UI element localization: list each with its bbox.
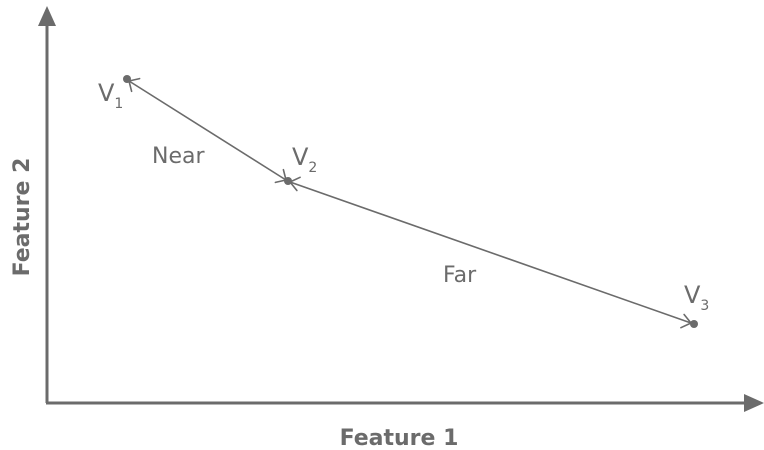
x-axis-title: Feature 1 [340, 426, 459, 450]
link-far-line [289, 181, 692, 324]
point-v2: V2 [284, 143, 317, 185]
link-near-label: Near [152, 144, 205, 169]
y-axis [38, 6, 56, 403]
point-v2-dot [284, 177, 292, 185]
point-v3-dot [690, 320, 698, 328]
link-far-label: Far [443, 263, 477, 288]
link-near-line [128, 80, 287, 181]
point-v1: V1 [98, 75, 131, 112]
link-far: Far [289, 176, 692, 329]
point-v1-label: V1 [98, 79, 123, 112]
link-near: Near [128, 77, 287, 184]
point-v3-letter: V [684, 281, 701, 309]
point-v3-subscript: 3 [700, 298, 709, 314]
y-axis-arrowhead [38, 6, 56, 26]
point-v1-letter: V [98, 79, 115, 107]
x-axis [46, 394, 764, 412]
point-v3: V3 [684, 281, 709, 328]
point-v2-subscript: 2 [308, 160, 317, 176]
x-axis-arrowhead [744, 394, 764, 412]
point-v3-label: V3 [684, 281, 709, 314]
point-v2-label: V2 [292, 143, 317, 176]
point-v2-letter: V [292, 143, 309, 171]
y-axis-title: Feature 2 [10, 158, 35, 277]
point-v1-subscript: 1 [114, 96, 123, 112]
point-v1-dot [123, 75, 131, 83]
